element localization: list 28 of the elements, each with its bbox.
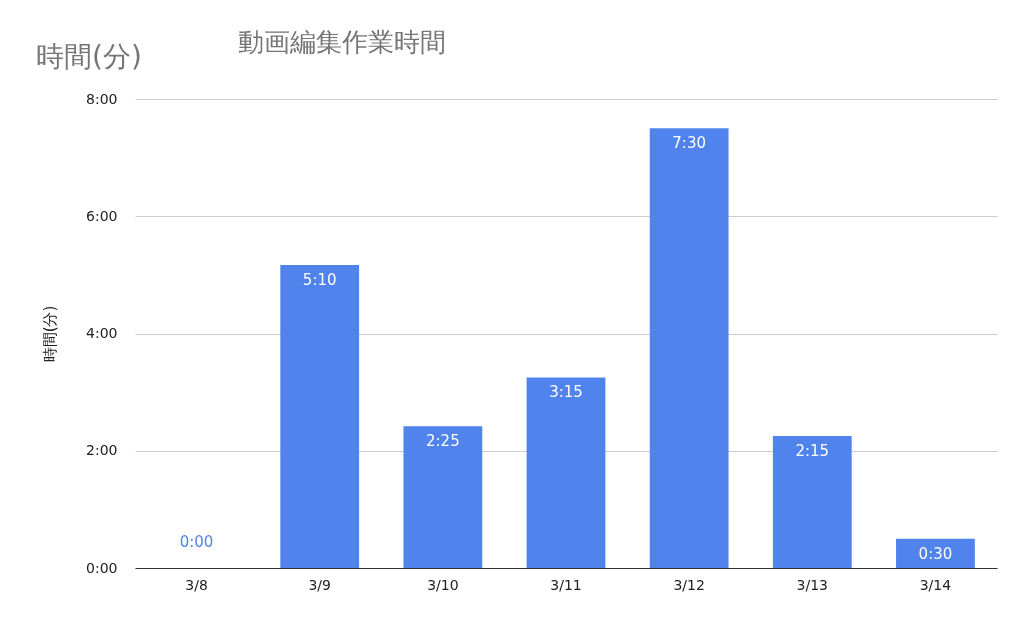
x-tick-label: 3/12 (673, 576, 705, 593)
x-tick-label: 3/13 (796, 576, 829, 593)
chart-title: 動画編集作業時間 (237, 27, 446, 57)
bar (403, 426, 483, 568)
data-label: 2:15 (795, 442, 830, 461)
bar (772, 436, 852, 568)
text: 時間(分) (36, 39, 142, 75)
bar (649, 128, 729, 568)
data-label: 0:30 (918, 544, 953, 563)
y-tick-label: 8:00 (86, 90, 118, 107)
x-tick-label: 3/11 (550, 576, 582, 593)
y-tick-label: 2:00 (86, 442, 118, 459)
x-tick-label: 3/14 (919, 576, 952, 593)
bar (526, 377, 606, 568)
y-tick-label: 4:00 (86, 325, 118, 341)
x-tick-label: 3/8 (185, 576, 208, 593)
y-tick-label: 6:00 (86, 207, 118, 224)
bar (896, 538, 975, 568)
data-label: 7:30 (672, 134, 706, 153)
data-label: 0:00 (179, 533, 214, 551)
data-label: 3:15 (549, 383, 583, 402)
bar (280, 265, 360, 568)
y-tick-label: 0:00 (86, 559, 118, 576)
x-tick-label: 3/10 (427, 576, 459, 593)
data-label: 5:10 (302, 271, 337, 290)
y-axis-title: 時間(分) (41, 305, 60, 363)
x-tick-label: 3/9 (308, 576, 331, 593)
data-label: 2:25 (426, 432, 460, 451)
